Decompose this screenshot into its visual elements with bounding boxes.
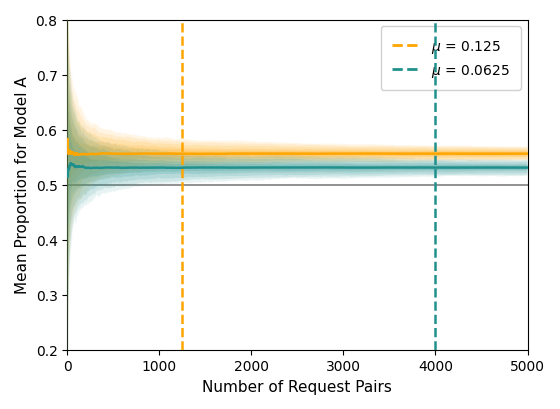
X-axis label: Number of Request Pairs: Number of Request Pairs	[203, 379, 393, 394]
Y-axis label: Mean Proportion for Model A: Mean Proportion for Model A	[15, 76, 30, 294]
Legend: $\mu$ = 0.125, $\mu$ = 0.0625: $\mu$ = 0.125, $\mu$ = 0.0625	[381, 27, 521, 90]
